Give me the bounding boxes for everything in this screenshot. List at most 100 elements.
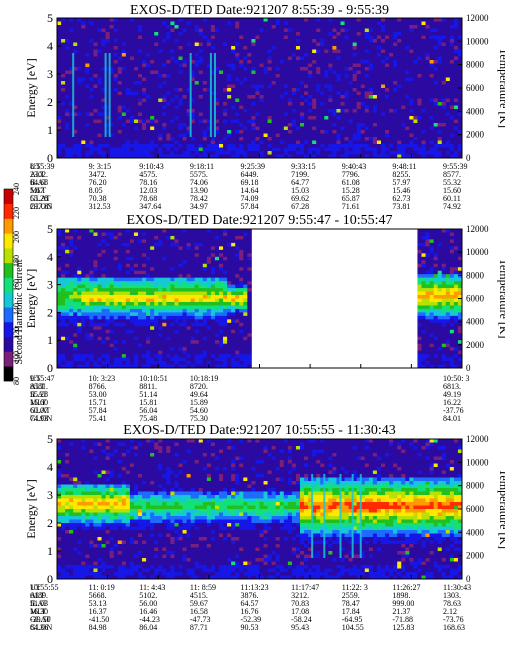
table-cell: 5668. xyxy=(89,591,107,600)
colorbar-tick-label: 200 xyxy=(12,231,21,243)
y-tick-label: 3 xyxy=(47,67,53,81)
table-cell: 5575. xyxy=(190,170,208,179)
row-label: UT xyxy=(30,583,41,592)
y2-tick-label: 10000 xyxy=(466,247,489,257)
table-cell: 8766. xyxy=(89,382,107,391)
table-cell: -44.23 xyxy=(139,615,160,624)
table-cell: 16.58 xyxy=(190,607,208,616)
table-cell: 49.19 xyxy=(443,390,461,399)
table-cell: 1898. xyxy=(392,591,410,600)
colorbar-tick-label: 220 xyxy=(12,207,21,219)
row-label: MLT xyxy=(30,186,46,195)
y2-tick-label: 12000 xyxy=(466,434,489,444)
y2-tick-label: 6000 xyxy=(466,504,485,514)
table-cell: 51.03 xyxy=(30,599,48,608)
colorbar-segment xyxy=(4,307,13,323)
table-cell: 2.12 xyxy=(443,607,457,616)
table-cell: 17.08 xyxy=(291,607,309,616)
y-tick-label: 4 xyxy=(47,460,53,474)
ephemeris-table: UT9:55:47 10: 3:23 10:10:51 10:18:19 10:50: … xyxy=(30,374,469,423)
y2-tick-label: 10000 xyxy=(466,36,489,46)
table-cell: 16.46 xyxy=(139,607,157,616)
heatmap-streak xyxy=(72,53,75,137)
panel-1: EXOS-D/TED Date:921207 8:55:39 - 9:55:39… xyxy=(24,3,505,211)
table-cell: 7796. xyxy=(342,170,360,179)
panel-title: EXOS-D/TED Date:921207 9:55:47 - 10:55:4… xyxy=(127,213,393,228)
table-cell: 16.37 xyxy=(89,607,107,616)
table-cell: -52.39 xyxy=(241,615,262,624)
table-cell: -71.88 xyxy=(392,615,413,624)
colorbar-segment xyxy=(4,336,13,352)
table-cell: 9:18:11 xyxy=(190,162,214,171)
y2-tick-label: 8000 xyxy=(466,481,485,491)
table-cell: 15.60 xyxy=(30,398,48,407)
table-cell: 6189. xyxy=(30,591,48,600)
colorbar-segment xyxy=(4,189,13,205)
table-cell: 71.61 xyxy=(342,202,360,211)
table-cell: 51.14 xyxy=(139,390,157,399)
table-cell: 60.11 xyxy=(443,194,461,203)
table-cell: 11:22: 3 xyxy=(342,583,368,592)
table-cell: 9: 3:15 xyxy=(89,162,111,171)
table-cell: 59.67 xyxy=(190,599,208,608)
row-label: ALT xyxy=(30,591,45,600)
y2-tick-label: 2000 xyxy=(466,130,485,140)
table-cell: 9:33:15 xyxy=(291,162,315,171)
table-cell: 5102. xyxy=(139,591,157,600)
table-cell: 57.97 xyxy=(392,178,410,187)
row-label: ILAT xyxy=(30,178,47,187)
colorbar-segment xyxy=(4,233,13,249)
table-cell: -64.95 xyxy=(342,615,363,624)
table-cell: 57.84 xyxy=(89,406,107,415)
table-cell: 53.13 xyxy=(89,599,107,608)
y-tick-label: 0 xyxy=(47,361,53,375)
table-cell: 16.30 xyxy=(30,607,48,616)
colorbar-segment xyxy=(4,277,13,293)
table-cell: 64.77 xyxy=(291,178,309,187)
panel-title: EXOS-D/TED Date:921207 10:55:55 - 11:30:… xyxy=(123,423,395,438)
table-cell: 347.64 xyxy=(139,202,161,211)
table-cell: -73.76 xyxy=(443,615,464,624)
y-axis-label: Energy [eV] xyxy=(24,479,38,538)
table-cell: 78.16 xyxy=(139,178,157,187)
table-cell: 57.84 xyxy=(241,202,259,211)
y-axis-left: 0 1 2 3 4 5 xyxy=(47,432,61,586)
table-cell: 8.05 xyxy=(89,186,103,195)
table-cell: 49.64 xyxy=(190,390,208,399)
table-cell: 4515. xyxy=(190,591,208,600)
panel-3: EXOS-D/TED Date:921207 10:55:55 - 11:30:… xyxy=(24,423,505,632)
y2-axis-label: Temperature [K] xyxy=(497,258,505,338)
colorbar-tick-label: 180 xyxy=(12,255,21,267)
table-cell: 10:18:19 xyxy=(190,374,218,383)
table-cell: 10:50: 3 xyxy=(443,374,469,383)
y2-tick-label: 4000 xyxy=(466,317,485,327)
colorbar-tick-label: 140 xyxy=(12,303,21,315)
y-tick-label: 0 xyxy=(47,572,53,586)
table-cell: 9:10:43 xyxy=(139,162,163,171)
y-tick-label: 2 xyxy=(47,305,53,319)
y2-tick-label: 2000 xyxy=(466,551,485,561)
table-cell: 168.63 xyxy=(443,623,465,632)
heatmap-streak xyxy=(189,53,192,137)
table-cell: 74.93 xyxy=(30,414,48,423)
table-cell: 312.53 xyxy=(89,202,111,211)
table-cell: 74.92 xyxy=(443,202,461,211)
table-cell: 125.83 xyxy=(392,623,414,632)
y-tick-label: 5 xyxy=(47,222,53,236)
table-cell: 55.28 xyxy=(30,194,48,203)
colorbar-tick-label: 80 xyxy=(12,377,21,385)
table-cell: 21.37 xyxy=(392,607,410,616)
y-axis-label: Energy [eV] xyxy=(24,269,38,328)
panel-title: EXOS-D/TED Date:921207 8:55:39 - 9:55:39 xyxy=(130,3,389,18)
table-cell: 11: 8:59 xyxy=(190,583,216,592)
y2-tick-label: 6000 xyxy=(466,294,485,304)
table-cell: 17.84 xyxy=(342,607,360,616)
table-cell: 78.68 xyxy=(139,194,157,203)
table-cell: 297.85 xyxy=(30,202,52,211)
table-cell: 16.22 xyxy=(443,398,461,407)
row-label: ALT xyxy=(30,170,45,179)
y-tick-label: 5 xyxy=(47,432,53,446)
table-cell: 3212. xyxy=(291,591,309,600)
